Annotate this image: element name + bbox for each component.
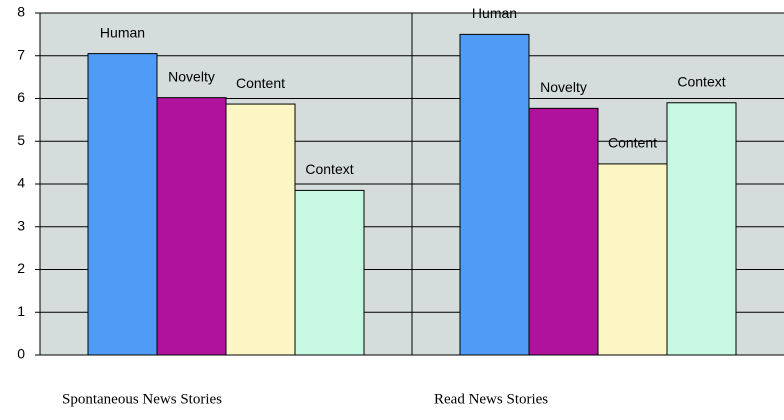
bar [156, 97, 227, 356]
bar [87, 53, 158, 356]
bar [528, 107, 599, 356]
y-tick-label: 2 [17, 260, 25, 276]
y-tick-label: 5 [17, 132, 25, 148]
bar [294, 189, 365, 356]
y-tick-label: 4 [17, 175, 25, 191]
y-tick-label: 8 [17, 4, 25, 20]
data-label: Novelty [540, 79, 587, 95]
data-label: Content [236, 75, 285, 91]
bar [597, 163, 668, 356]
data-label: Context [305, 161, 353, 177]
x-tick-label: Read News Stories [434, 391, 548, 407]
bar [459, 33, 530, 356]
x-tick-label: Spontaneous News Stories [62, 391, 222, 407]
data-label: Context [677, 73, 725, 89]
y-tick-label: 6 [17, 89, 25, 105]
bar [666, 102, 737, 356]
bar [225, 103, 296, 356]
y-tick-label: 0 [17, 346, 25, 362]
data-label: Content [608, 135, 657, 151]
y-tick-label: 1 [17, 303, 25, 319]
data-label: Human [100, 24, 145, 40]
data-label: Human [472, 5, 517, 21]
y-tick-label: 3 [17, 217, 25, 233]
y-tick-label: 7 [17, 46, 25, 62]
data-label: Novelty [168, 68, 215, 84]
